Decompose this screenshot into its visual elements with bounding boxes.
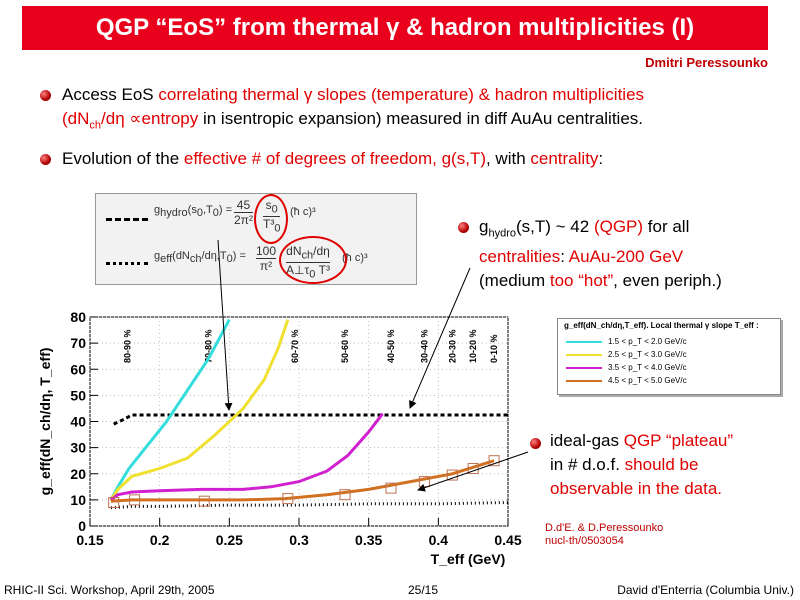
tick-label-y-7: 70 <box>70 335 86 351</box>
legend-swatch-1 <box>566 340 602 343</box>
legend-item-2: 2.5 < p_T < 3.0 GeV/c <box>566 350 687 359</box>
tick-label-x-5: 0.4 <box>429 532 449 548</box>
tick-label-y-4: 40 <box>70 414 86 430</box>
centrality-label-4: 40-50 % <box>386 329 396 363</box>
annotation-hydro: ghydro(s,T) ~ 42 (QGP) for all centralit… <box>479 217 722 291</box>
formula-eff: geff(dNch/dη,T0) = <box>154 250 246 266</box>
tick-label-y-2: 20 <box>70 466 86 482</box>
x-axis-label: T_eff (GeV) <box>431 551 506 567</box>
legend-item-3: 3.5 < p_T < 4.0 GeV/c <box>566 363 687 372</box>
tick-label-x-3: 0.3 <box>289 532 309 548</box>
tick-label-x-6: 0.45 <box>494 532 521 548</box>
bullet-2: Evolution of the effective # of degrees … <box>62 149 604 168</box>
annotation-ideal-gas: ideal-gas QGP “plateau” in # d.o.f. shou… <box>550 431 734 498</box>
tick-label-y-6: 60 <box>70 361 86 377</box>
centrality-label-3: 50-60 % <box>340 329 350 363</box>
marker-2 <box>198 495 210 507</box>
centrality-label-1: 70-80 % <box>203 329 213 363</box>
tick-label-y-0: 0 <box>78 518 86 534</box>
bullet-icon <box>530 438 541 449</box>
reference-authors: D.d'E. & D.Peressounko <box>545 522 664 534</box>
marker-0 <box>108 496 120 508</box>
centrality-label-0: 80-90 % <box>123 329 133 363</box>
chart-legend: g_eff(dN_ch/dη,T_eff). Local thermal γ s… <box>557 318 781 395</box>
tick-label-x-1: 0.2 <box>150 532 170 548</box>
marker-5 <box>385 482 397 494</box>
marker-1 <box>129 494 141 506</box>
reference-arxiv: nucl-th/0503054 <box>545 535 624 547</box>
series-2 <box>110 412 384 502</box>
tick-label-x-4: 0.35 <box>355 532 382 548</box>
legend-swatch-2 <box>566 353 602 356</box>
formula-hydro-fraction: 45 2π² <box>234 198 253 227</box>
tick-label-y-1: 10 <box>70 492 86 508</box>
bullet-icon <box>458 222 469 233</box>
bullet1-text-b: correlating thermal γ slopes (temperatur… <box>158 85 645 104</box>
highlight-circle-dn-over-t3 <box>279 236 347 284</box>
tick-label-y-3: 30 <box>70 440 86 456</box>
footer-left: RHIC-II Sci. Workshop, April 29th, 2005 <box>4 583 215 597</box>
footer-page: 25/15 <box>408 583 439 597</box>
highlight-circle-s-over-t3 <box>254 194 288 244</box>
bullet1-text-a: Access EoS <box>62 85 159 104</box>
tick-label-x-0: 0.15 <box>76 532 103 548</box>
reference: D.d'E. & D.Peressounko nucl-th/0503054 <box>545 522 663 548</box>
legend-item-1: 1.5 < p_T < 2.0 GeV/c <box>566 337 687 346</box>
legend-item-4: 4.5 < p_T < 5.0 GeV/c <box>566 376 687 385</box>
bullet-1: Access EoS correlating thermal γ slopes … <box>62 83 782 137</box>
marker-4 <box>339 489 351 501</box>
bullet1-dnch: (dNch/dη ∝entropy <box>62 109 199 132</box>
centrality-label-5: 30-40 % <box>419 329 429 363</box>
marker-3 <box>282 493 294 505</box>
dashed-line-legend <box>106 218 148 221</box>
tick-label-y-8: 80 <box>70 309 86 325</box>
tick-label-x-2: 0.25 <box>216 532 243 548</box>
chart-area: 0.15 0.2 0.25 0.3 0.35 0.4 0.45 0 10 20 30 40 50 60 70… <box>0 300 560 580</box>
legend-title: g_eff(dN_ch/dη,T_eff). Local thermal γ s… <box>564 321 759 330</box>
centrality-label-2: 60-70 % <box>290 329 300 363</box>
formula-eff-fraction: 100 π² <box>256 244 277 273</box>
slide-title: QGP “EoS” from thermal γ & hadron multip… <box>95 14 695 41</box>
tick-label-y-5: 50 <box>70 387 86 403</box>
author: Dmitri Peressounko <box>645 55 768 70</box>
bullet1-text-c: in isentropic expansion) measured in dif… <box>198 109 643 128</box>
y-axis-label: g_eff(dN_ch/dη, T_eff) <box>37 348 53 496</box>
footer-right: David d'Enterria (Columbia Univ.) <box>617 583 794 597</box>
bullet-icon <box>40 154 51 165</box>
series-g-hydro <box>113 413 508 426</box>
title-bar: QGP “EoS” from thermal γ & hadron multip… <box>22 6 768 50</box>
dashdot-line-legend <box>106 262 148 265</box>
centrality-label-6: 20-30 % <box>447 329 457 363</box>
bullet-icon <box>40 90 51 101</box>
legend-swatch-3 <box>566 366 602 369</box>
formula-eff-tail: (ħ c)³ <box>342 252 368 264</box>
legend-swatch-4 <box>566 379 602 382</box>
centrality-label-7: 10-20 % <box>468 329 478 363</box>
formula-hydro: ghydro(s0,T0) = <box>154 204 233 220</box>
series-1 <box>109 319 290 501</box>
geff-chart: 0.15 0.2 0.25 0.3 0.35 0.4 0.45 0 10 20 30 40 50 60 70… <box>37 309 522 567</box>
centrality-label-8: 0-10 % <box>489 334 499 363</box>
formula-hydro-tail: (ħ c)³ <box>290 206 316 218</box>
